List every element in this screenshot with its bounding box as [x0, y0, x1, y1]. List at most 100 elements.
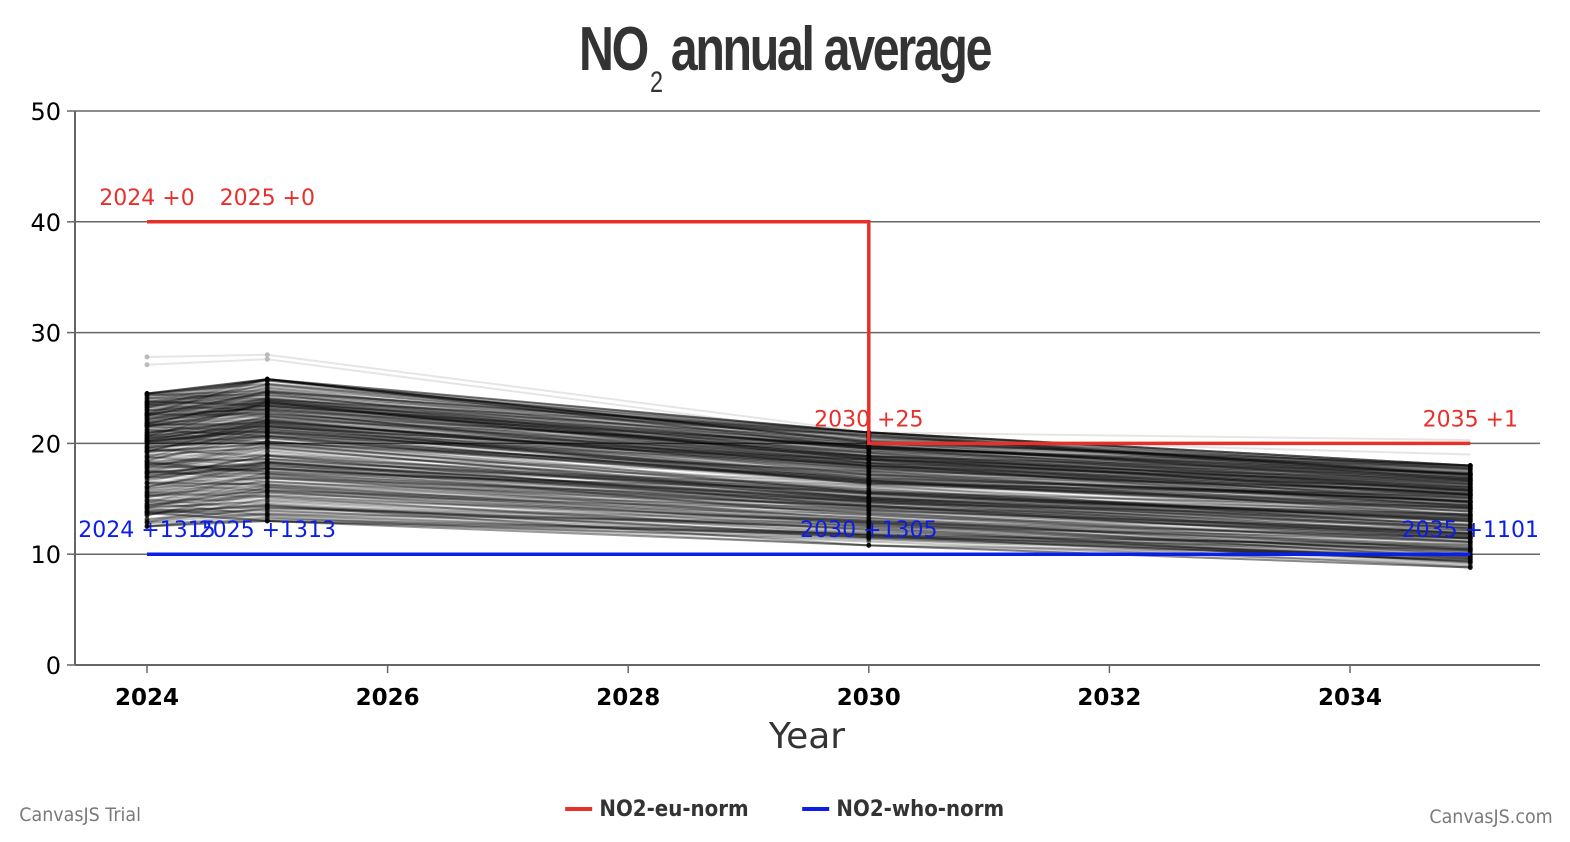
background-point: [264, 422, 270, 428]
background-point: [264, 505, 270, 511]
background-point: [1467, 531, 1473, 537]
credit-trial[interactable]: CanvasJS Trial: [19, 804, 141, 826]
background-line: [146, 441, 1471, 526]
background-point: [144, 413, 150, 418]
background-line: [146, 405, 1471, 495]
background-point: [1467, 556, 1473, 562]
background-point: [264, 401, 270, 407]
background-point: [1467, 512, 1473, 518]
background-point: [144, 476, 150, 481]
background-point: [144, 439, 150, 445]
background-point: [144, 464, 150, 470]
background-line: [146, 429, 1471, 509]
background-point: [866, 479, 872, 485]
background-point: [264, 469, 270, 475]
background-point: [264, 463, 270, 469]
background-point: [264, 388, 270, 394]
background-point: [1467, 504, 1473, 510]
background-point: [144, 438, 150, 444]
background-point: [866, 480, 872, 485]
background-point: [264, 442, 270, 448]
background-point: [866, 507, 872, 512]
background-point: [264, 441, 270, 447]
background-point: [264, 518, 270, 524]
background-line: [146, 454, 1471, 521]
background-point: [866, 534, 872, 539]
background-point: [144, 460, 150, 465]
background-point: [1467, 480, 1473, 486]
background-point: [264, 376, 270, 382]
background-line: [146, 506, 1471, 551]
background-point: [264, 449, 270, 454]
background-point: [144, 410, 150, 416]
background-point: [264, 385, 270, 391]
background-point: [144, 432, 150, 438]
background-point: [1467, 546, 1473, 552]
background-point: [866, 479, 872, 485]
background-point: [866, 497, 872, 502]
background-point: [264, 420, 270, 425]
background-point: [144, 411, 150, 417]
background-point: [264, 518, 270, 524]
background-point: [144, 391, 150, 396]
background-point: [264, 418, 270, 424]
background-point: [1467, 512, 1473, 517]
background-point: [1467, 556, 1473, 562]
background-point: [1467, 493, 1473, 499]
background-point: [866, 499, 872, 505]
background-point: [264, 460, 270, 466]
background-line: [146, 457, 1471, 520]
background-line: [146, 446, 1471, 513]
background-point: [866, 481, 872, 486]
background-point: [866, 475, 872, 481]
background-point: [144, 480, 150, 486]
background-point: [264, 396, 270, 402]
legend-item-who[interactable]: NO2-who-norm: [801, 797, 1004, 822]
background-line: [146, 441, 1471, 507]
background-point: [144, 397, 150, 403]
background-point: [264, 440, 270, 446]
background-point: [264, 479, 270, 484]
background-point: [144, 468, 150, 474]
background-point: [866, 460, 872, 466]
background-point: [264, 404, 270, 410]
background-line: [146, 412, 1471, 494]
background-point: [144, 520, 150, 526]
background-point: [264, 382, 270, 387]
background-point: [1467, 494, 1473, 500]
background-point: [264, 494, 270, 500]
background-point: [264, 397, 270, 403]
background-line: [146, 401, 1471, 486]
background-point: [866, 488, 872, 494]
background-point: [144, 402, 150, 408]
background-point: [1467, 557, 1473, 562]
background-point: [866, 456, 872, 462]
background-line: [146, 495, 1471, 556]
background-line: [146, 516, 1471, 569]
background-point: [144, 430, 150, 436]
background-point: [264, 429, 270, 435]
background-point: [866, 521, 872, 527]
background-point: [144, 430, 150, 436]
background-point: [866, 534, 872, 540]
background-point: [1467, 487, 1473, 493]
background-point: [264, 438, 270, 444]
legend-item-eu[interactable]: NO2-eu-norm: [565, 797, 749, 822]
background-point: [144, 398, 150, 404]
background-point: [866, 455, 872, 461]
background-point: [1467, 518, 1473, 524]
background-point: [144, 405, 150, 411]
credit-link[interactable]: CanvasJS.com: [1429, 806, 1553, 828]
background-point: [264, 401, 270, 407]
background-point: [1467, 470, 1473, 476]
background-point: [1467, 471, 1473, 476]
background-line: [146, 431, 1471, 499]
background-point: [1467, 554, 1473, 560]
background-point: [144, 395, 150, 401]
background-point: [1467, 488, 1473, 494]
background-point: [1467, 533, 1473, 538]
background-point: [866, 448, 872, 453]
background-point: [1467, 495, 1473, 501]
background-point: [144, 467, 150, 473]
background-point: [1467, 517, 1473, 523]
